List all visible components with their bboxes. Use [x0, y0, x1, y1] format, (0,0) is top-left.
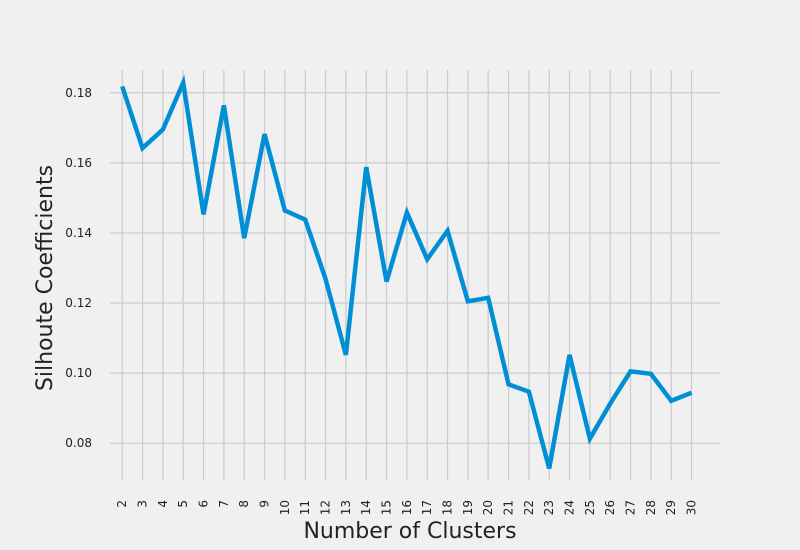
x-tick-label: 12 — [319, 500, 333, 515]
x-tick-label: 6 — [197, 500, 211, 508]
x-tick-label: 30 — [685, 500, 699, 515]
x-tick-label: 25 — [583, 500, 597, 515]
y-tick-label: 0.12 — [65, 296, 92, 310]
x-tick-label: 26 — [603, 500, 617, 515]
x-tick-label: 29 — [664, 500, 678, 515]
y-tick-label: 0.18 — [65, 86, 92, 100]
x-tick-label: 15 — [380, 500, 394, 515]
y-tick-labels: 0.08 0.10 0.12 0.14 0.16 0.18 — [65, 86, 92, 450]
x-tick-label: 17 — [420, 500, 434, 515]
series-line — [120, 74, 693, 470]
x-tick-label: 18 — [441, 500, 455, 515]
y-tick-label: 0.14 — [65, 226, 92, 240]
x-tick-label: 20 — [481, 500, 495, 515]
x-tick-label: 5 — [176, 500, 190, 508]
x-tick-label: 28 — [644, 500, 658, 515]
y-tick-label: 0.16 — [65, 156, 92, 170]
x-tick-label: 19 — [461, 500, 475, 515]
y-tick-label: 0.08 — [65, 436, 92, 450]
x-tick-label: 10 — [278, 500, 292, 515]
x-tick-labels: 2 3 4 5 6 7 8 9 10 11 12 13 14 15 16 17 18 19 20 21 22 23 24 25… — [115, 500, 698, 515]
x-tick-label: 3 — [136, 500, 150, 508]
x-tick-label: 4 — [156, 500, 170, 508]
y-axis-label: Silhoute Coefficients — [33, 165, 58, 391]
x-tick-label: 13 — [339, 500, 353, 515]
y-tick-label: 0.10 — [65, 366, 92, 380]
x-tick-label: 22 — [522, 500, 536, 515]
x-axis-label: Number of Clusters — [303, 519, 516, 544]
x-tick-label: 2 — [115, 500, 129, 508]
x-tick-label: 21 — [502, 500, 516, 515]
x-tick-label: 11 — [298, 500, 312, 515]
x-tick-label: 23 — [542, 500, 556, 515]
x-tick-label: 14 — [359, 500, 373, 515]
x-tick-label: 27 — [624, 500, 638, 515]
x-tick-label: 16 — [400, 500, 414, 515]
x-tick-label: 7 — [217, 500, 231, 508]
x-tick-label: 8 — [237, 500, 251, 508]
series-layer — [120, 74, 693, 470]
y-grid — [110, 92, 720, 444]
x-tick-label: 9 — [258, 500, 272, 508]
x-grid — [121, 70, 693, 480]
x-tick-label: 24 — [563, 500, 577, 515]
